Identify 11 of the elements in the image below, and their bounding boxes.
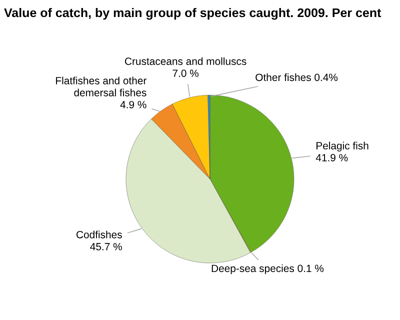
slice-label: Other fishes 0.4%	[256, 73, 338, 82]
slice-label: Crustaceans and molluscs	[125, 57, 246, 65]
slice-label: Codfishes	[76, 230, 122, 238]
data-label: 41.9 %	[316, 154, 348, 162]
data-label: 7.0 %	[172, 70, 199, 77]
slice-label: Pelagic fish	[316, 142, 368, 152]
data-label: 4.9 %	[120, 100, 146, 108]
data-label: 45.7 %	[90, 242, 122, 250]
slice-label: Flatfishes and other demersal fishes	[56, 76, 147, 96]
slice-label: Deep-sea species 0.1 %	[212, 264, 324, 274]
chart-title: Value of catch, by main group of species caught. 2009. Per cent	[4, 8, 382, 20]
